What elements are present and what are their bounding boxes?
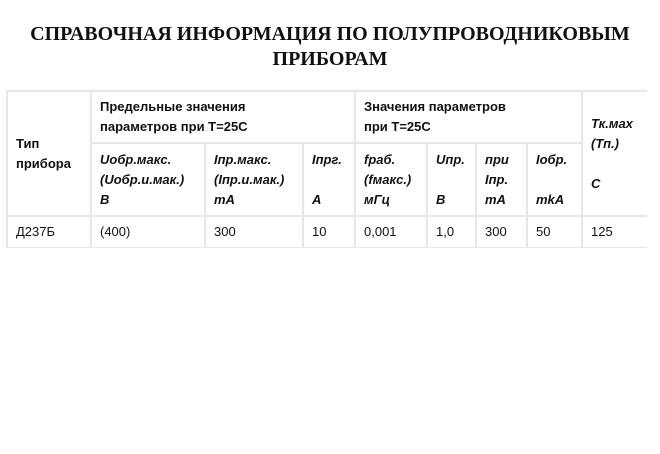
table-row: Д237Б (400) 300 10 0,001 1,0 300 50 125 [6, 215, 647, 248]
sub-header: Iпрг. A [302, 142, 356, 217]
cell: 1,0 [426, 215, 477, 248]
cell: 300 [475, 215, 528, 248]
title-line-2: ПРИБОРАМ [272, 48, 388, 70]
sub-header: Iобр. mkA [525, 142, 584, 217]
sub-header: fраб. (fмакс.) мГц [354, 142, 428, 217]
header-limit-values: Предельные значения параметров при T=25C [90, 90, 356, 144]
header-parameter-values: Значения параметров при T=25C [353, 90, 584, 144]
cell: 300 [204, 215, 304, 248]
cell: Д237Б [6, 215, 92, 248]
sub-header: Uобр.макс. (Uобр.и.мак.) В [90, 142, 206, 217]
sub-header: Uпр. В [426, 142, 477, 217]
cell: 10 [302, 215, 356, 248]
cell: 0,001 [354, 215, 428, 248]
title-line-1: СПРАВОЧНАЯ ИНФОРМАЦИЯ ПО ПОЛУПРОВОДНИКОВ… [30, 23, 630, 45]
parameters-table-container: Тип прибора Предельные значения параметров… [6, 90, 647, 248]
cell: (400) [90, 215, 206, 248]
sub-header-row: Uобр.макс. (Uобр.и.мак.) В Iпр.макс. (Iпр.и… [7, 142, 647, 217]
sub-header: при Iпр. mA [475, 142, 528, 217]
header-type: Тип прибора [6, 90, 92, 217]
sub-header: Iпр.макс. (Iпр.и.мак.) mA [204, 142, 304, 217]
page-title: СПРАВОЧНАЯ ИНФОРМАЦИЯ ПО ПОЛУПРОВОДНИКОВ… [0, 22, 660, 72]
header-tk-max: Тк.мах (Тп.) С [581, 90, 647, 217]
cell: 50 [525, 215, 584, 248]
cell: 125 [581, 215, 647, 248]
parameters-table: Тип прибора Предельные значения параметров… [6, 90, 647, 248]
